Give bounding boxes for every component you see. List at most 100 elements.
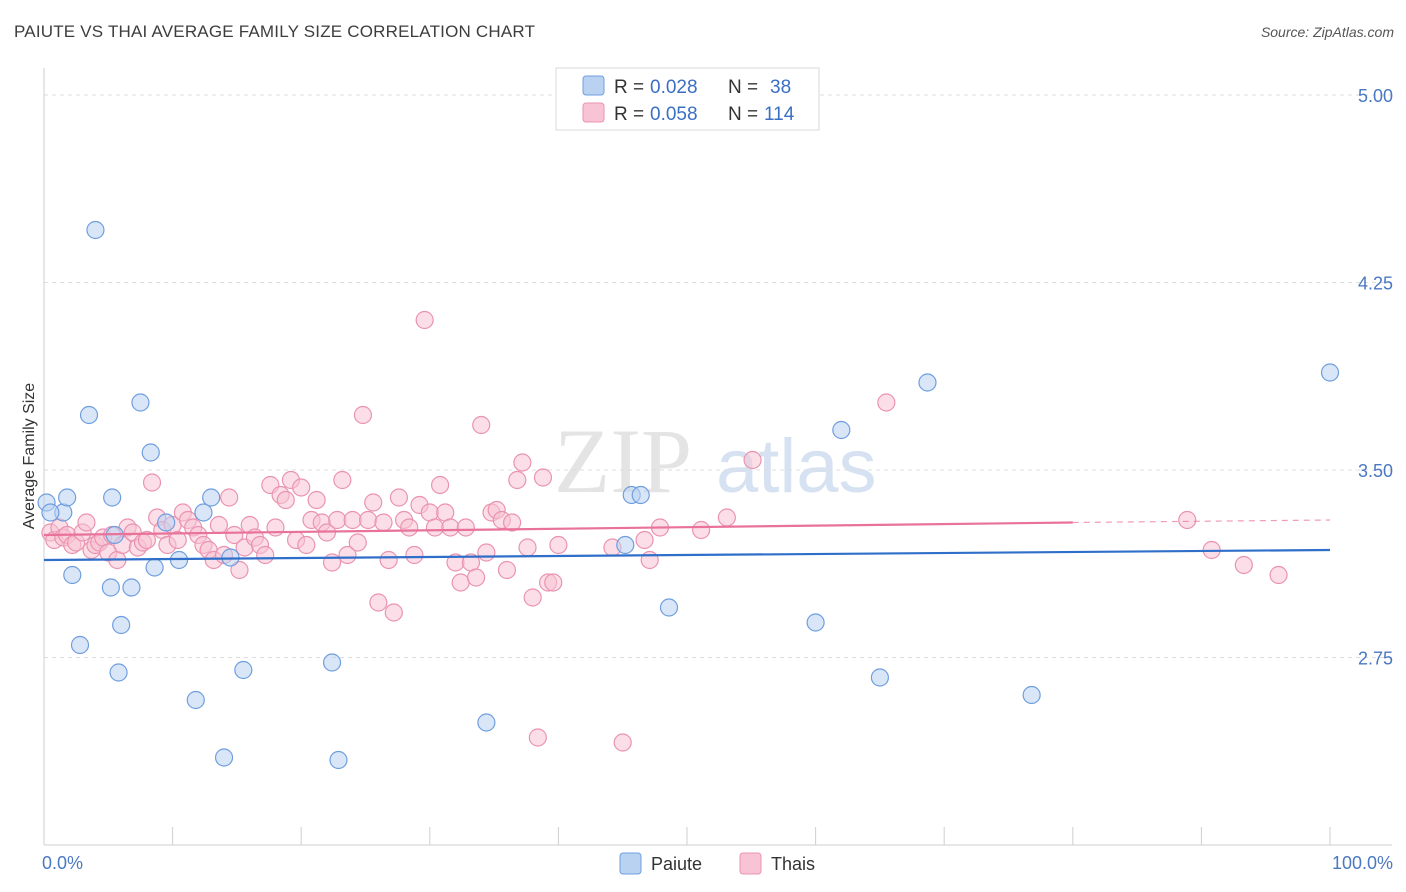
thai-point <box>1178 510 1197 530</box>
thai-point <box>209 515 228 535</box>
thai-point <box>389 488 409 507</box>
legend-paiute-r-value: 0.028 <box>650 77 698 98</box>
chart-title: PAIUTE VS THAI AVERAGE FAMILY SIZE CORRE… <box>14 22 536 41</box>
thai-point <box>297 535 316 555</box>
bottom-legend-thai-swatch <box>739 852 762 875</box>
legend-thai-r-label: R = <box>614 104 649 125</box>
x-tick-label-min: 0.0% <box>42 853 83 873</box>
chart-source: Source: ZipAtlas.com <box>1260 24 1394 40</box>
legend: R = 0.028 N = 38 R = 0.058 N = 114 <box>555 67 820 131</box>
thai-point <box>613 733 632 752</box>
paiute-point <box>659 598 679 617</box>
legend-paiute-n-value: 38 <box>770 77 791 98</box>
watermark: ZIP atlas <box>554 410 877 512</box>
thai-point <box>640 550 659 570</box>
trend-lines <box>43 519 1331 562</box>
y-axis-label: Average Family Size <box>21 383 38 530</box>
paiute-point <box>79 405 99 425</box>
x-tick-label-max: 100.0% <box>1332 853 1393 873</box>
thai-point <box>415 310 434 330</box>
thai-point <box>137 530 156 550</box>
y-tick-label: 5.00 <box>1358 86 1393 106</box>
thai-point <box>877 393 896 412</box>
paiute-point <box>157 513 176 532</box>
thai-trend-line <box>43 521 1073 537</box>
thai-point <box>466 568 486 587</box>
paiute-point <box>101 578 120 597</box>
legend-paiute-r-label: R = <box>614 77 649 98</box>
paiute-point <box>806 613 825 632</box>
thai-point <box>328 510 347 530</box>
thai-trend-extension <box>1072 519 1331 524</box>
thai-point <box>549 535 568 555</box>
paiute-point <box>870 668 890 687</box>
thai-point <box>220 488 239 507</box>
paiute-point <box>103 488 122 507</box>
thai-point <box>1269 565 1288 585</box>
paiute-point <box>109 663 128 682</box>
thai-point <box>472 415 491 435</box>
paiute-point <box>234 660 253 680</box>
paiute-point <box>214 748 234 767</box>
thai-point <box>508 470 527 490</box>
paiute-point <box>70 635 90 655</box>
paiute-point <box>322 653 342 672</box>
thai-point <box>338 545 357 565</box>
legend-thai-swatch <box>582 102 605 123</box>
paiute-trend-line <box>43 548 1331 562</box>
thai-points <box>41 310 1288 752</box>
paiute-point <box>145 558 164 577</box>
bottom-legend: Paiute Thais <box>619 852 815 875</box>
legend-thai-n-label: N = <box>728 104 763 125</box>
thai-point <box>441 518 460 537</box>
paiute-point <box>194 503 213 522</box>
thai-point <box>1234 555 1253 575</box>
thai-point <box>374 513 393 532</box>
thai-point <box>503 513 522 532</box>
thai-point <box>692 520 711 540</box>
paiute-point <box>477 713 496 732</box>
thai-point <box>322 553 342 572</box>
thai-point <box>348 533 367 552</box>
thai-point <box>523 588 542 607</box>
thai-point <box>533 468 553 487</box>
thai-point <box>544 573 563 592</box>
paiute-point <box>616 535 635 555</box>
paiute-point <box>1320 363 1340 382</box>
paiute-point <box>63 565 82 585</box>
y-tick-labels: 2.75 3.50 4.25 5.00 <box>1358 86 1393 669</box>
thai-point <box>225 525 244 545</box>
thai-point <box>333 470 352 490</box>
y-tick-label: 2.75 <box>1358 649 1393 669</box>
paiute-point <box>131 393 150 412</box>
thai-point <box>276 490 295 510</box>
thai-point <box>405 545 424 565</box>
thai-point <box>635 530 654 550</box>
legend-paiute-swatch <box>582 75 605 96</box>
paiute-point <box>86 220 105 240</box>
thai-point <box>451 573 470 592</box>
thai-point <box>364 493 383 512</box>
thai-point <box>400 518 419 537</box>
thai-point <box>717 508 736 527</box>
thai-point <box>513 453 532 472</box>
thai-point <box>425 518 445 537</box>
thai-point <box>528 728 547 747</box>
legend-thai-n-value: 114 <box>764 104 795 125</box>
thai-point <box>497 560 517 580</box>
thai-point <box>379 550 398 570</box>
thai-point <box>266 518 285 537</box>
thai-point <box>456 518 475 537</box>
thai-point <box>168 530 187 550</box>
y-tick-label: 4.25 <box>1358 274 1393 294</box>
bottom-legend-paiute-label: Paiute <box>651 854 702 874</box>
paiute-point <box>41 503 60 522</box>
paiute-point <box>112 615 131 635</box>
legend-thai-r-value: 0.058 <box>650 104 698 125</box>
thai-point <box>743 450 762 470</box>
thai-point <box>353 405 373 425</box>
thai-point <box>77 513 96 532</box>
legend-paiute-n-label: N = <box>728 77 763 98</box>
thai-point <box>477 543 496 562</box>
